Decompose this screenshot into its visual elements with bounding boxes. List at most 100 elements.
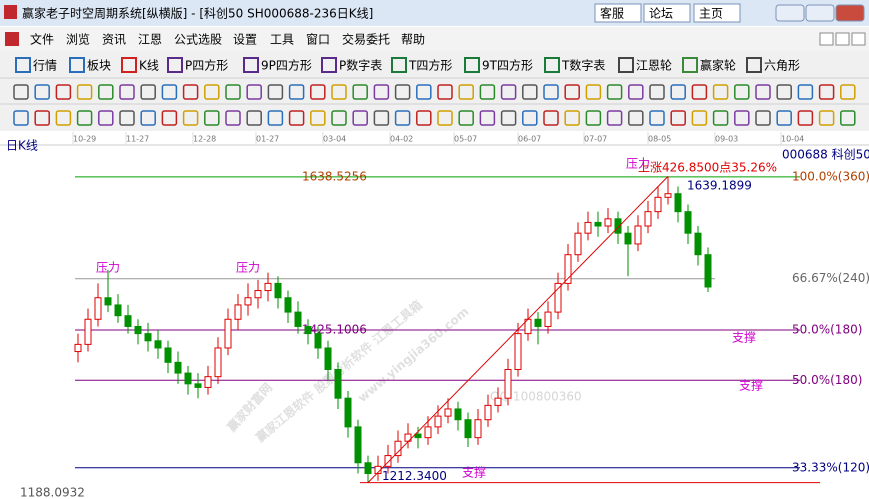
tool-icon[interactable] xyxy=(331,84,347,100)
tool-icon[interactable] xyxy=(797,110,814,126)
toolbar-icon[interactable] xyxy=(121,57,137,73)
tool-icon[interactable] xyxy=(691,110,708,126)
title-button[interactable] xyxy=(643,3,691,23)
tool-icon[interactable] xyxy=(246,84,262,100)
tool-icon[interactable] xyxy=(34,84,50,100)
tool-icon[interactable] xyxy=(394,110,411,126)
tool-icon[interactable] xyxy=(649,110,665,126)
tool-icon[interactable] xyxy=(246,110,262,126)
tool-icon[interactable] xyxy=(712,84,729,100)
tool-icon[interactable] xyxy=(628,110,644,126)
tool-icon[interactable] xyxy=(225,84,241,100)
tool-icon[interactable] xyxy=(98,110,114,126)
toolbar-icon[interactable] xyxy=(682,57,698,73)
tool-icon[interactable] xyxy=(628,84,644,100)
menu-item[interactable]: 公式选股 xyxy=(174,33,222,47)
toolbar-label[interactable]: 六角形 xyxy=(764,59,800,73)
tool-icon[interactable] xyxy=(352,110,368,126)
tool-icon[interactable] xyxy=(755,110,771,126)
title-button-label[interactable]: 主页 xyxy=(699,7,723,21)
toolbar-label[interactable]: 9P四方形 xyxy=(261,58,312,73)
menu-item[interactable]: 设置 xyxy=(233,33,257,47)
toolbar-icon[interactable] xyxy=(746,57,762,73)
tool-icon[interactable] xyxy=(818,110,835,126)
tool-icon[interactable] xyxy=(76,84,93,100)
tool-icon[interactable] xyxy=(76,110,93,126)
tool-icon[interactable] xyxy=(13,84,29,100)
tool-icon[interactable] xyxy=(564,84,580,100)
menu-item[interactable]: 浏览 xyxy=(66,32,90,47)
tool-icon[interactable] xyxy=(734,110,750,126)
tool-icon[interactable] xyxy=(98,84,114,100)
title-button[interactable] xyxy=(693,3,741,23)
mdi-button[interactable] xyxy=(851,32,866,46)
toolbar-label[interactable]: T数字表 xyxy=(561,58,605,73)
tool-icon[interactable] xyxy=(522,110,538,126)
toolbar-icon[interactable] xyxy=(321,57,337,73)
menu-item[interactable]: 资讯 xyxy=(102,33,126,47)
tool-icon[interactable] xyxy=(331,110,347,126)
tool-icon[interactable] xyxy=(55,110,72,126)
tool-icon[interactable] xyxy=(267,110,284,126)
tool-icon[interactable] xyxy=(140,84,156,100)
tool-icon[interactable] xyxy=(310,110,326,126)
tool-icon[interactable] xyxy=(691,84,708,100)
window-control[interactable] xyxy=(775,4,805,22)
tool-icon[interactable] xyxy=(182,84,199,100)
tool-icon[interactable] xyxy=(416,84,432,100)
tool-icon[interactable] xyxy=(182,110,199,126)
tool-icon[interactable] xyxy=(55,84,72,100)
toolbar-icon[interactable] xyxy=(243,57,259,73)
tool-icon[interactable] xyxy=(564,110,580,126)
window-control[interactable] xyxy=(805,4,835,22)
tool-icon[interactable] xyxy=(458,110,474,126)
tool-icon[interactable] xyxy=(458,84,474,100)
tool-icon[interactable] xyxy=(437,84,453,100)
tool-icon[interactable] xyxy=(352,84,368,100)
toolbar-icon[interactable] xyxy=(15,57,31,73)
tool-icon[interactable] xyxy=(500,110,517,126)
toolbar-label[interactable]: P数字表 xyxy=(339,58,382,73)
tool-icon[interactable] xyxy=(543,110,559,126)
toolbar-icon[interactable] xyxy=(391,57,407,73)
tool-icon[interactable] xyxy=(204,110,220,126)
toolbar-icon[interactable] xyxy=(544,57,560,73)
toolbar-icon[interactable] xyxy=(464,57,480,73)
menu-item[interactable]: 交易委托 xyxy=(342,32,390,47)
tool-icon[interactable] xyxy=(522,84,538,100)
tool-icon[interactable] xyxy=(161,110,178,126)
tool-icon[interactable] xyxy=(649,84,665,100)
menu-item[interactable]: 窗口 xyxy=(306,33,330,47)
tool-icon[interactable] xyxy=(479,110,496,126)
menu-item[interactable]: 帮助 xyxy=(401,33,425,47)
menu-item[interactable]: 工具 xyxy=(270,33,294,47)
tool-icon[interactable] xyxy=(797,84,814,100)
toolbar-label[interactable]: 行情 xyxy=(33,59,57,73)
tool-icon[interactable] xyxy=(670,110,686,126)
tool-icon[interactable] xyxy=(394,84,411,100)
tool-icon[interactable] xyxy=(267,84,284,100)
tool-icon[interactable] xyxy=(204,84,220,100)
toolbar-label[interactable]: 江恩轮 xyxy=(636,59,672,73)
tool-icon[interactable] xyxy=(288,110,305,126)
toolbar-icon[interactable] xyxy=(69,57,85,73)
tool-icon[interactable] xyxy=(140,110,156,126)
toolbar-label[interactable]: 赢家轮 xyxy=(700,58,736,73)
title-button-label[interactable]: 论坛 xyxy=(649,7,673,21)
title-button-label[interactable]: 客服 xyxy=(600,6,624,21)
tool-icon[interactable] xyxy=(818,84,835,100)
tool-icon[interactable] xyxy=(437,110,453,126)
tool-icon[interactable] xyxy=(606,110,623,126)
tool-icon[interactable] xyxy=(119,110,135,126)
tool-icon[interactable] xyxy=(712,110,729,126)
tool-icon[interactable] xyxy=(734,84,750,100)
tool-icon[interactable] xyxy=(119,84,135,100)
tool-icon[interactable] xyxy=(585,84,602,100)
menu-item[interactable]: 江恩 xyxy=(138,33,162,47)
window-control[interactable] xyxy=(835,4,865,22)
mdi-button[interactable] xyxy=(835,32,850,46)
tool-icon[interactable] xyxy=(500,84,517,100)
toolbar-label[interactable]: T四方形 xyxy=(408,58,452,73)
tool-icon[interactable] xyxy=(288,84,305,100)
toolbar-icon[interactable] xyxy=(618,57,634,73)
